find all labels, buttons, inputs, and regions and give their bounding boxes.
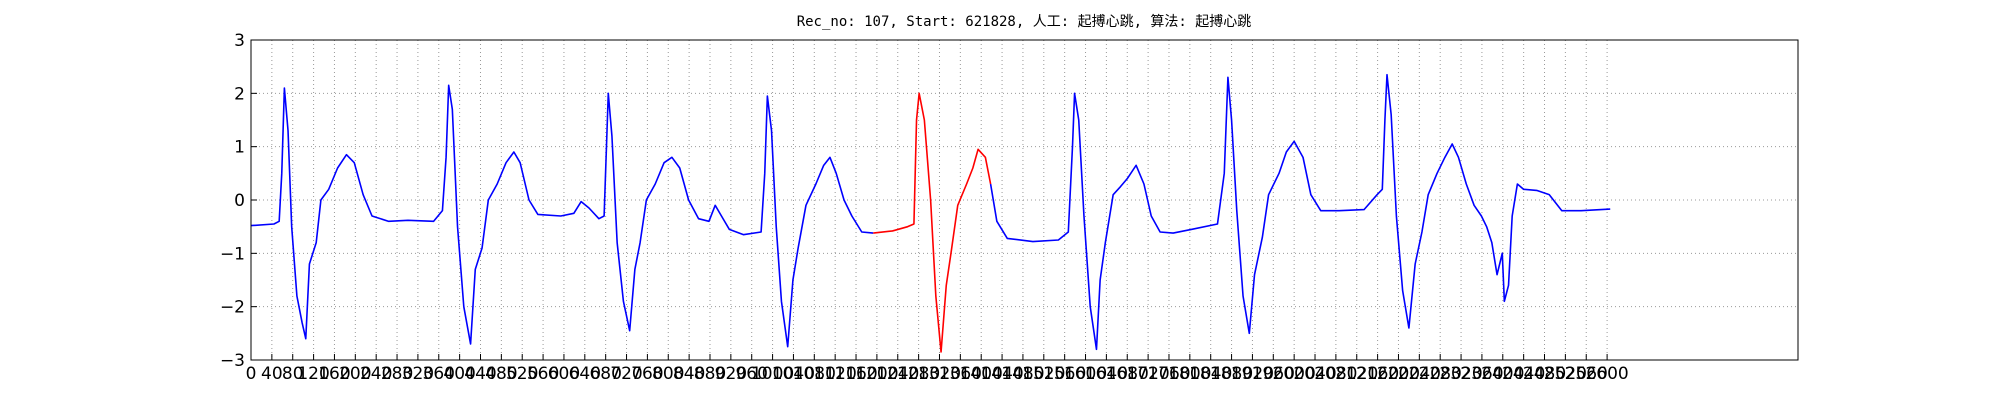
- x-tick-label: 2160: [1356, 364, 1399, 384]
- x-tick-label: 1640: [1085, 364, 1128, 384]
- x-tick-label: 600: [548, 364, 580, 384]
- x-tick-label: 1720: [1126, 364, 1169, 384]
- x-tick-label: 2480: [1523, 364, 1566, 384]
- x-tick-label: 160: [318, 364, 350, 384]
- x-tick-label: 520: [506, 364, 538, 384]
- x-tick-label: 2520: [1544, 364, 1587, 384]
- x-tick-label: 720: [610, 364, 642, 384]
- x-tick-label: 800: [652, 364, 684, 384]
- x-tick-label: 2200: [1377, 364, 1420, 384]
- x-tick-label: 1360: [939, 364, 982, 384]
- x-tick-label: 240: [360, 364, 392, 384]
- x-tick-label: 1760: [1147, 364, 1190, 384]
- x-tick-label: 2040: [1293, 364, 1336, 384]
- x-tick-label: 1600: [1064, 364, 1107, 384]
- x-tick-label: 920: [715, 364, 747, 384]
- series-line: [989, 73, 1611, 351]
- x-tick-label: 1320: [918, 364, 961, 384]
- x-tick-label: 1960: [1252, 364, 1295, 384]
- x-tick-label: 480: [485, 364, 517, 384]
- y-tick-label: 2: [234, 84, 245, 104]
- x-tick-label: 2280: [1419, 364, 1462, 384]
- x-tick-label: 1240: [876, 364, 919, 384]
- y-tick-label: 0: [234, 191, 245, 211]
- x-tick-label: 1000: [751, 364, 794, 384]
- x-tick-label: 760: [631, 364, 663, 384]
- x-tick-label: 840: [673, 364, 705, 384]
- y-tick-label: −3: [220, 351, 245, 371]
- x-tick-label: 1520: [1022, 364, 1065, 384]
- x-tick-label: 1800: [1168, 364, 1211, 384]
- x-tick-label: 1840: [1189, 364, 1232, 384]
- x-tick-label: 360: [423, 364, 455, 384]
- x-tick-label: 80: [282, 364, 304, 384]
- x-tick-label: 120: [297, 364, 329, 384]
- x-tick-label: 2560: [1565, 364, 1608, 384]
- x-tick-label: 960: [735, 364, 767, 384]
- x-tick-label: 560: [527, 364, 559, 384]
- x-tick-label: 40: [261, 364, 283, 384]
- x-tick-label: 1120: [814, 364, 857, 384]
- x-tick-label: 1440: [980, 364, 1023, 384]
- x-tick-label: 2000: [1273, 364, 1316, 384]
- x-tick-label: 0: [246, 364, 257, 384]
- x-tick-label: 1040: [772, 364, 815, 384]
- x-tick-label: 1160: [834, 364, 877, 384]
- x-tick-label: 2360: [1460, 364, 1503, 384]
- x-tick-label: 1560: [1043, 364, 1086, 384]
- x-tick-label: 2320: [1439, 364, 1482, 384]
- x-tick-label: 2600: [1585, 364, 1628, 384]
- y-tick-label: 1: [234, 138, 245, 158]
- x-tick-label: 1400: [960, 364, 1003, 384]
- x-tick-label: 1680: [1106, 364, 1149, 384]
- plot-frame: [250, 39, 1799, 361]
- x-tick-label: 1920: [1231, 364, 1274, 384]
- x-tick-label: 2240: [1398, 364, 1441, 384]
- x-tick-label: 320: [402, 364, 434, 384]
- x-tick-label: 1080: [793, 364, 836, 384]
- x-tick-label: 200: [339, 364, 371, 384]
- x-tick-label: 2440: [1502, 364, 1545, 384]
- x-tick-label: 280: [381, 364, 413, 384]
- x-tick-label: 2400: [1481, 364, 1524, 384]
- chart-title: Rec_no: 107, Start: 621828, 人工: 起搏心跳, 算法…: [797, 13, 1252, 30]
- x-tick-label: 1280: [897, 364, 940, 384]
- y-tick-label: −1: [220, 244, 245, 264]
- x-tick-label: 880: [694, 364, 726, 384]
- x-tick-label: 1880: [1210, 364, 1253, 384]
- x-tick-label: 400: [443, 364, 475, 384]
- x-tick-label: 440: [464, 364, 496, 384]
- x-tick-label: 680: [589, 364, 621, 384]
- x-tick-label: 2120: [1335, 364, 1378, 384]
- y-tick-label: 3: [234, 31, 245, 51]
- x-tick-label: 1200: [855, 364, 898, 384]
- x-tick-label: 640: [569, 364, 601, 384]
- y-tick-label: −2: [220, 298, 245, 318]
- series-line: [873, 92, 992, 353]
- x-tick-label: 2080: [1314, 364, 1357, 384]
- series-line: [250, 84, 874, 348]
- x-tick-label: 1480: [1001, 364, 1044, 384]
